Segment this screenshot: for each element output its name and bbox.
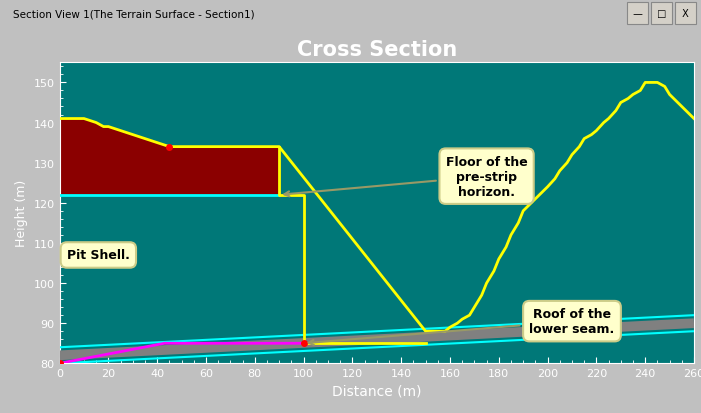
- Text: Floor of the
pre-strip
horizon.: Floor of the pre-strip horizon.: [285, 155, 527, 198]
- Text: Section View 1(The Terrain Surface - Section1): Section View 1(The Terrain Surface - Sec…: [13, 9, 254, 19]
- X-axis label: Distance (m): Distance (m): [332, 384, 421, 398]
- Title: Cross Section: Cross Section: [297, 40, 457, 60]
- Polygon shape: [60, 119, 279, 195]
- FancyBboxPatch shape: [675, 3, 696, 25]
- Text: X: X: [679, 9, 692, 19]
- FancyBboxPatch shape: [627, 3, 648, 25]
- Text: Roof of the
lower seam.: Roof of the lower seam.: [308, 307, 615, 345]
- Text: □: □: [654, 9, 669, 19]
- Y-axis label: Height (m): Height (m): [15, 180, 28, 247]
- FancyBboxPatch shape: [651, 3, 672, 25]
- Text: —: —: [630, 9, 646, 19]
- Text: Pit Shell.: Pit Shell.: [67, 249, 130, 262]
